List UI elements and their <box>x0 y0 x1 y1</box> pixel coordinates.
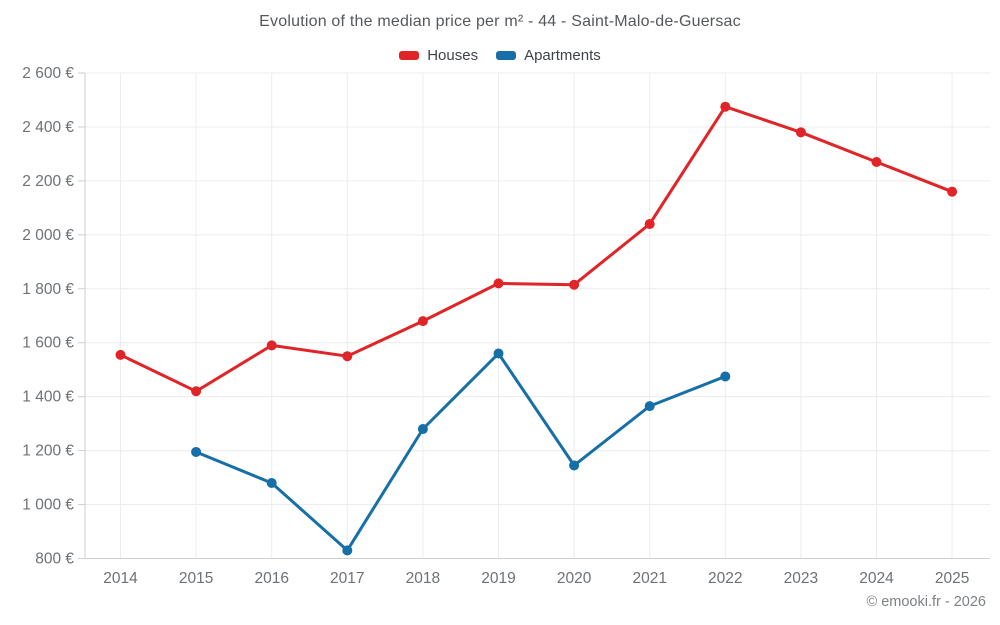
houses-point-2018[interactable] <box>417 316 428 327</box>
x-tick-label: 2025 <box>935 570 969 587</box>
x-tick-label: 2017 <box>330 570 364 587</box>
y-tick-label: 800 € <box>35 551 74 568</box>
y-tick-label: 1 400 € <box>22 389 74 406</box>
y-tick-label: 2 200 € <box>22 173 74 190</box>
houses-point-2014[interactable] <box>115 349 126 360</box>
houses-point-2021[interactable] <box>644 219 655 230</box>
y-tick-label: 1 200 € <box>22 443 74 460</box>
legend-item-apartments[interactable]: Apartments <box>496 47 601 64</box>
apartments-point-2017[interactable] <box>342 545 353 556</box>
apartments-line <box>194 352 727 552</box>
apartments-point-2022[interactable] <box>720 371 731 382</box>
houses-line <box>119 105 954 393</box>
x-tick-label: 2020 <box>557 570 592 587</box>
y-tick-label: 2 400 € <box>22 119 74 136</box>
houses-point-2024[interactable] <box>871 157 882 168</box>
y-tick-label: 1 600 € <box>22 335 74 352</box>
copyright-footer: © emooki.fr - 2026 <box>866 594 986 610</box>
x-tick-label: 2015 <box>179 570 213 587</box>
y-tick-label: 2 600 € <box>22 65 74 82</box>
apartments-point-2020[interactable] <box>569 460 580 471</box>
apartments-point-2016[interactable] <box>266 477 277 488</box>
legend-marker-icon <box>496 51 517 60</box>
x-tick-label: 2016 <box>254 570 288 587</box>
legend: Houses Apartments <box>0 47 1000 64</box>
houses-point-2016[interactable] <box>266 340 277 351</box>
houses-point-2017[interactable] <box>342 351 353 362</box>
x-tick-label: 2018 <box>406 570 440 587</box>
apartments-point-2019[interactable] <box>493 348 504 359</box>
apartments-point-2021[interactable] <box>644 401 655 412</box>
y-tick-label: 1 000 € <box>22 497 74 514</box>
houses-point-2015[interactable] <box>191 386 202 397</box>
legend-label: Houses <box>427 47 479 64</box>
x-tick-label: 2019 <box>481 570 515 587</box>
x-tick-label: 2014 <box>103 570 138 587</box>
x-tick-label: 2021 <box>632 570 666 587</box>
legend-marker-icon <box>399 51 420 60</box>
chart-title: Evolution of the median price per m² - 4… <box>259 13 741 30</box>
houses-point-2019[interactable] <box>493 278 504 289</box>
x-tick-label: 2023 <box>784 570 818 587</box>
x-tick-label: 2024 <box>859 570 894 587</box>
apartments-point-2018[interactable] <box>417 424 428 435</box>
houses-point-2025[interactable] <box>947 186 958 197</box>
legend-item-houses[interactable]: Houses <box>399 47 478 64</box>
x-tick-label: 2022 <box>708 570 742 587</box>
legend-label: Apartments <box>524 47 601 64</box>
apartments-point-2015[interactable] <box>191 446 202 457</box>
y-tick-label: 1 800 € <box>22 281 74 298</box>
houses-point-2020[interactable] <box>569 279 580 290</box>
houses-point-2023[interactable] <box>795 127 806 138</box>
y-tick-label: 2 000 € <box>22 227 74 244</box>
houses-point-2022[interactable] <box>720 101 731 112</box>
